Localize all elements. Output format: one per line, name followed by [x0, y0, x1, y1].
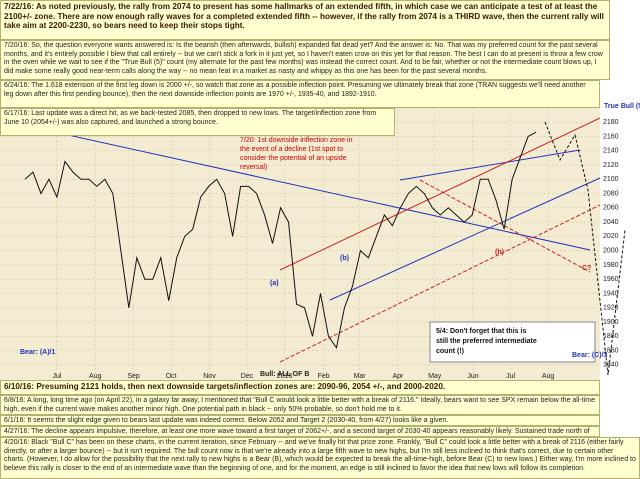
y-tick-label: 1860	[603, 347, 619, 354]
y-tick-label: 2140	[603, 148, 619, 155]
x-tick-label: Aug	[542, 373, 555, 380]
annotation: (a)	[270, 280, 279, 287]
y-tick-label: 1940	[603, 290, 619, 297]
note: 6/24/16: The 1.618 extension of the firs…	[0, 80, 600, 108]
annotation: Bear: (C)/3	[572, 352, 608, 359]
channel-line	[279, 117, 601, 271]
annotation: (b)	[340, 255, 349, 262]
annotation: Bull: ALL OF B	[260, 371, 309, 378]
annotation: C?	[582, 265, 591, 272]
x-tick-label: Jul	[506, 373, 515, 380]
projection-path	[544, 121, 626, 376]
x-tick-label: Feb	[318, 373, 330, 380]
x-tick-label: Nov	[203, 373, 216, 380]
x-tick-label: Jul	[52, 373, 61, 380]
x-tick-label: Dec	[241, 373, 254, 380]
trend-line	[329, 177, 601, 301]
note: 6/10/16: Presuming 2121 holds, then next…	[0, 380, 600, 395]
trend-line	[399, 149, 581, 181]
y-tick-label: 2160	[603, 133, 619, 140]
y-tick-label: 1960	[603, 276, 619, 283]
note: 7/22/16: As noted previously, the rally …	[0, 0, 610, 40]
x-tick-label: 2016	[277, 373, 293, 380]
trend-line	[0, 119, 591, 251]
note: 6/1/16: It seems the slight edge given t…	[0, 415, 600, 426]
x-tick-label: Jun	[467, 373, 478, 380]
x-tick-label: May	[428, 373, 442, 380]
y-tick-label: 1900	[603, 319, 619, 326]
callout-box	[429, 321, 596, 363]
annotation: True Bull (5)	[604, 103, 640, 110]
y-tick-label: 1920	[603, 305, 619, 312]
annotation: 7/20: 1st downside inflection zone in the…	[240, 137, 353, 171]
note: 6/17/16: Last update was a direct hit, a…	[0, 108, 395, 136]
x-tick-label: Oct	[166, 373, 177, 380]
y-tick-label: 2020	[603, 233, 619, 240]
channel-line	[279, 204, 601, 363]
axis-background	[600, 100, 640, 380]
y-tick-label: 2000	[603, 247, 619, 254]
y-tick-label: 1880	[603, 333, 619, 340]
y-tick-label: 1840	[603, 362, 619, 369]
y-tick-label: 1980	[603, 262, 619, 269]
y-tick-label: 2040	[603, 219, 619, 226]
annotation: (h)	[495, 249, 504, 256]
note: 6/8/16: A long, long time ago (on April …	[0, 395, 600, 415]
note: 4/27/16: The decline appears impulsive, …	[0, 426, 600, 437]
y-tick-label: 2060	[603, 205, 619, 212]
price-line	[24, 131, 537, 349]
annotation: Bear: (A)/1	[20, 349, 56, 356]
x-tick-label: Aug	[89, 373, 102, 380]
callout-text: 5/4: Don't forget that this is still the …	[436, 328, 537, 355]
note: 7/20/16: So, the question everyone wants…	[0, 40, 610, 80]
x-tick-label: Apr	[392, 373, 404, 380]
x-tick-label: Mar	[354, 373, 367, 380]
x-tick-label: Sep	[127, 373, 140, 380]
y-tick-label: 2180	[603, 119, 619, 126]
y-tick-label: 2120	[603, 162, 619, 169]
y-tick-label: 2100	[603, 176, 619, 183]
y-tick-label: 2080	[603, 190, 619, 197]
note: 4/20/16: Black "Bull C" has been on thes…	[0, 437, 640, 479]
